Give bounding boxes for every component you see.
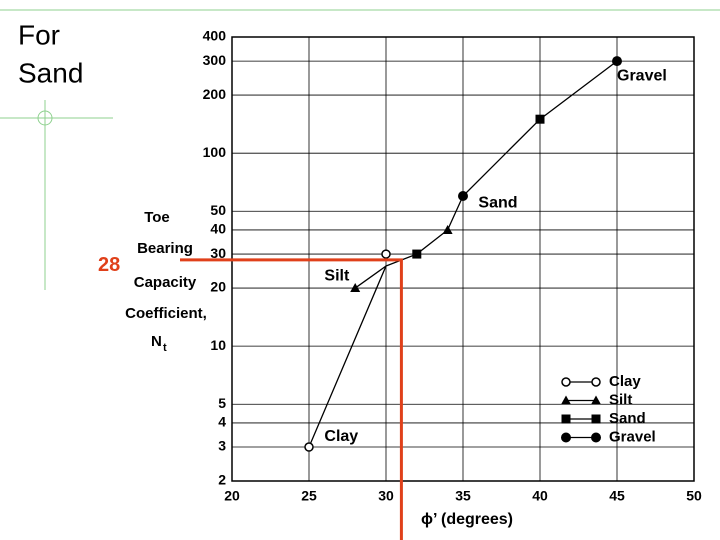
curve-label: Sand — [478, 194, 517, 211]
legend-label: Gravel — [609, 428, 656, 445]
x-tick-label: 50 — [686, 488, 702, 504]
legend-marker — [561, 414, 571, 424]
figure-background — [113, 12, 713, 540]
y-tick-label: 200 — [203, 86, 227, 102]
y-tick-label: 30 — [210, 245, 226, 261]
marker — [458, 190, 468, 201]
legend-label: Silt — [609, 391, 632, 408]
x-tick-label: 45 — [609, 488, 625, 504]
slide-title: Sand — [18, 57, 83, 88]
x-tick-label: 20 — [224, 488, 240, 504]
y-tick-label: 100 — [203, 144, 227, 160]
annotation-line — [180, 258, 403, 540]
legend-marker — [591, 414, 601, 424]
marker — [412, 249, 422, 259]
y-tick-label: 40 — [210, 221, 226, 237]
y-axis-label: N — [151, 333, 162, 350]
y-tick-label: 4 — [218, 414, 226, 430]
annotation-label: 28 — [98, 254, 120, 276]
legend-marker — [561, 395, 571, 405]
marker — [381, 249, 391, 259]
y-tick-label: 5 — [218, 395, 226, 411]
x-axis-label: ϕ’ (degrees) — [421, 511, 513, 528]
y-axis-label: Bearing — [137, 240, 193, 257]
marker — [350, 283, 361, 293]
marker — [612, 56, 622, 67]
curve-label: Gravel — [617, 68, 667, 85]
x-tick-label: 35 — [455, 488, 471, 504]
legend-marker — [591, 395, 601, 405]
curve — [354, 265, 387, 289]
y-tick-label: 400 — [203, 28, 227, 44]
y-tick-label: 20 — [210, 279, 226, 295]
x-tick-label: 40 — [532, 488, 548, 504]
marker — [535, 114, 545, 124]
slide-title: For — [18, 19, 60, 50]
y-axis-label: Capacity — [134, 274, 197, 291]
y-tick-label: 2 — [218, 472, 226, 488]
curve-label: Silt — [324, 268, 350, 285]
legend-marker — [561, 432, 571, 443]
y-axis-label: Toe — [144, 209, 170, 226]
legend-marker — [561, 377, 571, 387]
curve-label: Clay — [324, 428, 358, 445]
x-tick-label: 25 — [301, 488, 317, 504]
marker — [442, 224, 453, 234]
y-tick-label: 50 — [210, 202, 226, 218]
marker — [304, 442, 314, 452]
y-tick-label: 3 — [218, 438, 226, 454]
x-tick-label: 30 — [378, 488, 394, 504]
legend-marker — [591, 432, 601, 443]
legend-marker — [591, 377, 601, 387]
legend-label: Sand — [609, 410, 646, 427]
y-tick-label: 300 — [203, 52, 227, 68]
decor-circle — [37, 110, 53, 126]
legend-label: Clay — [609, 373, 641, 390]
y-axis-label: t — [163, 342, 167, 354]
y-tick-label: 10 — [210, 337, 226, 353]
y-axis-label: Coefficient, — [125, 305, 207, 322]
